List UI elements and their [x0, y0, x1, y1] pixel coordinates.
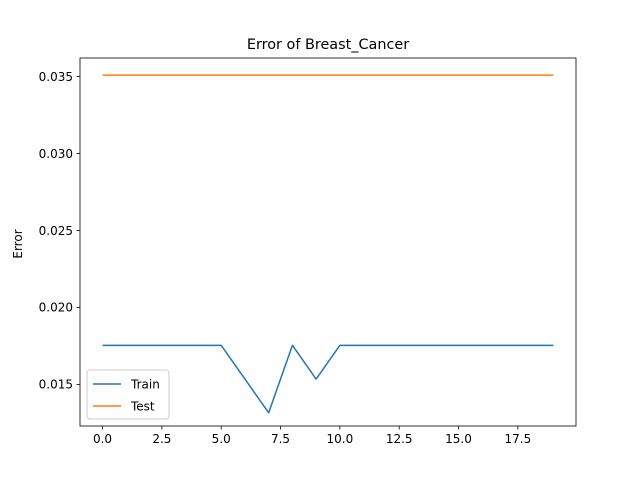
x-tick-label: 17.5 [504, 432, 531, 446]
y-tick-label: 0.035 [39, 70, 73, 84]
series-group [102, 74, 554, 414]
y-tick-label: 0.030 [39, 147, 73, 161]
axes-group: 0.0 2.5 5.0 7.5 10.0 12.5 15.0 17.5 0.015 0.020 0.… [39, 57, 577, 446]
plot-area [80, 58, 576, 426]
legend: Train Test [86, 369, 170, 420]
x-tick-label: 0.0 [93, 432, 112, 446]
x-tick-label: 15.0 [445, 432, 472, 446]
y-axis-label: Error [11, 229, 25, 258]
plot-background [80, 58, 576, 426]
series-line-train [102, 344, 554, 414]
axes-frame [79, 57, 577, 427]
y-tick-label: 0.015 [39, 378, 73, 392]
x-tick-label: 5.0 [212, 432, 231, 446]
chart-title: Error of Breast_Cancer [247, 37, 409, 53]
y-tick-label: 0.020 [39, 301, 73, 315]
x-tick-label: 12.5 [386, 432, 413, 446]
legend-label-train: Train [130, 378, 160, 392]
x-tick-label: 2.5 [152, 432, 171, 446]
x-tick-label: 10.0 [327, 432, 354, 446]
y-tick-label: 0.025 [39, 224, 73, 238]
x-tick-label: 7.5 [271, 432, 290, 446]
legend-label-test: Test [130, 400, 155, 414]
